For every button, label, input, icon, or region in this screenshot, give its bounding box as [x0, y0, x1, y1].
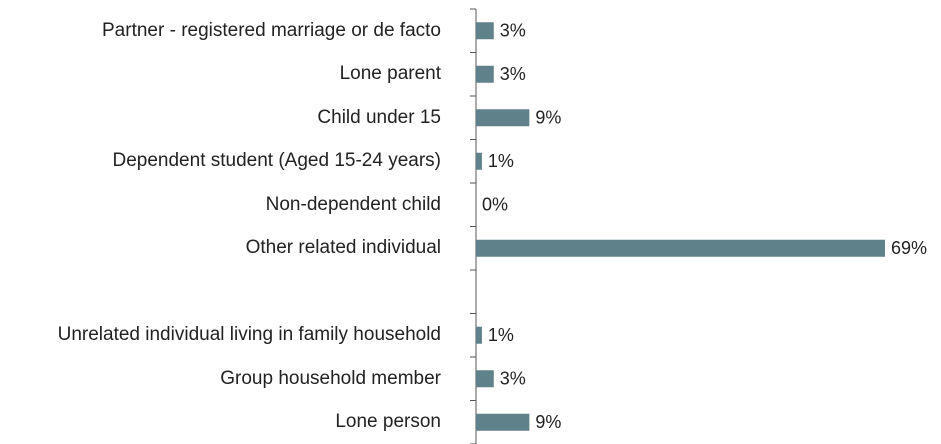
- value-label: 9%: [535, 108, 561, 128]
- bar: [476, 152, 482, 170]
- category-label: Other related individual: [245, 237, 441, 259]
- bar: [476, 370, 494, 388]
- value-label: 9%: [535, 412, 561, 432]
- bar: [476, 65, 494, 83]
- value-label: 1%: [488, 325, 514, 345]
- category-label: Group household member: [220, 367, 441, 389]
- category-label: Unrelated individual living in family ho…: [57, 324, 441, 346]
- bar: [476, 109, 530, 127]
- value-label: 1%: [488, 151, 514, 171]
- value-label: 3%: [500, 21, 526, 41]
- category-label: Non-dependent child: [265, 193, 441, 215]
- category-label: Lone person: [335, 411, 441, 433]
- category-label: Partner - registered marriage or de fact…: [102, 19, 441, 41]
- bar: [476, 326, 482, 344]
- category-label: Dependent student (Aged 15-24 years): [112, 150, 442, 172]
- value-label: 69%: [891, 238, 927, 258]
- category-label: Child under 15: [317, 106, 441, 128]
- value-label: 3%: [500, 369, 526, 389]
- value-label: 3%: [500, 64, 526, 84]
- value-label: 0%: [482, 195, 508, 215]
- category-label: Lone parent: [339, 63, 441, 85]
- bar: [476, 239, 885, 257]
- bar: [476, 22, 494, 40]
- bar: [476, 413, 530, 431]
